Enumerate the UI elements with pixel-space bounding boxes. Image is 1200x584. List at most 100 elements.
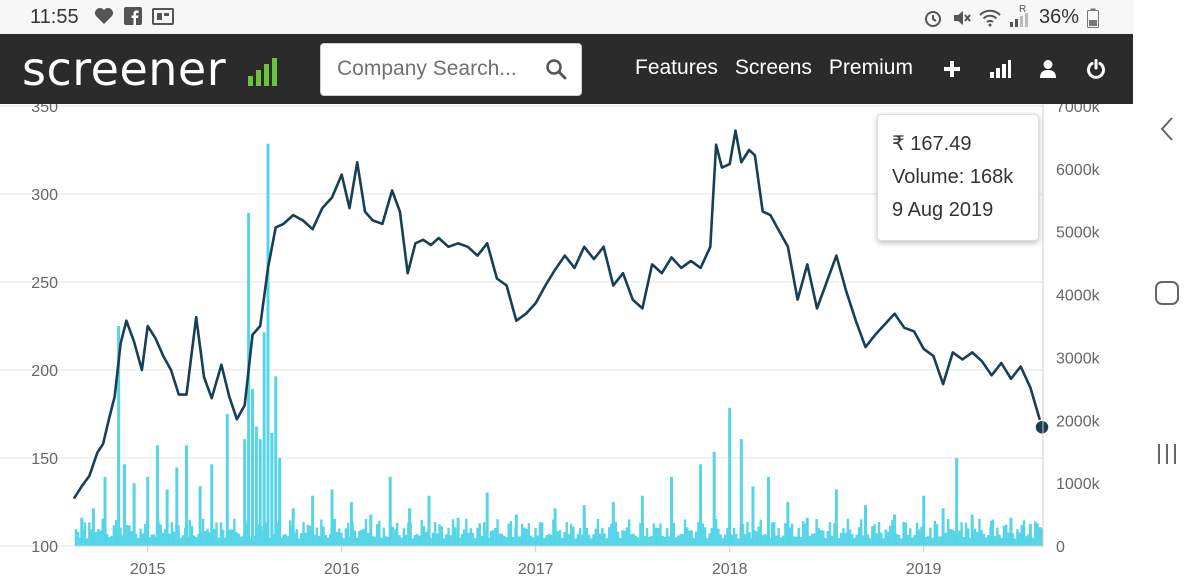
volume-bar-minor [636,537,640,546]
volume-bar-minor [534,528,537,546]
y-right-tick-label: 1000k [1056,476,1101,493]
volume-bar-minor [788,527,792,546]
volume-bar [514,514,518,546]
volume-bar-minor [179,537,182,546]
volume-bar-minor [960,522,963,546]
volume-bar-minor [442,538,446,546]
volume-bar-minor [308,525,312,546]
volume-bar-minor [661,536,664,546]
volume-bar-minor [480,535,484,546]
search-icon[interactable] [545,58,567,80]
volume-bar-minor [284,534,287,546]
tooltip-volume: Volume: 168k [892,166,1014,188]
volume-bar-minor [900,538,903,546]
logo-text[interactable]: screener [22,42,227,96]
volume-bar-minor [984,537,988,546]
volume-bar-minor [215,522,218,546]
volume-bar-minor [607,527,611,546]
tooltip-date: 9 Aug 2019 [892,199,994,221]
bar-chart-icon[interactable] [988,57,1012,81]
volume-bar-minor [772,522,776,546]
nav-screens-link[interactable]: Screens [734,56,812,79]
search-box[interactable] [320,43,582,96]
volume-bar-minor [656,528,660,546]
home-icon[interactable] [1133,280,1200,306]
volume-bar-minor [97,529,100,546]
volume-bar-minor [523,527,526,546]
volume-bar-minor [561,538,564,546]
volume-bar-minor [190,525,194,546]
power-icon[interactable] [1084,57,1108,81]
volume-bar-minor [375,524,379,546]
volume-bar-minor [576,533,580,546]
volume-bar-minor [525,528,528,546]
volume-bar-minor [163,528,167,546]
back-icon[interactable] [1133,116,1200,142]
volume-bar-minor [668,536,671,546]
volume-bar-minor [842,528,845,546]
volume-bar-minor [333,518,336,546]
volume-bar-minor [819,530,823,546]
volume-bar-minor [973,528,977,546]
x-tick-label: 2015 [130,561,166,578]
volume-bar [786,502,790,546]
volume-bar-minor [929,527,932,546]
plus-icon[interactable] [940,57,964,81]
volume-bar-minor [340,532,343,546]
volume-bar-minor [853,537,856,546]
y-right-tick-label: 6000k [1056,162,1101,179]
volume-bar-minor [395,522,399,546]
volume-bar-minor [402,528,406,546]
volume-bar-minor [884,529,887,546]
user-icon[interactable] [1036,57,1060,81]
y-right-tick-label: 3000k [1056,350,1101,367]
search-input[interactable] [335,56,539,82]
volume-bar-minor [474,538,477,546]
volume-bar-minor [1022,520,1026,546]
volume-bar-minor [1011,533,1015,546]
volume-bar [408,508,412,546]
price-volume-chart[interactable]: 100 150 200 250 300 350 0 1000k 2000k 3000k 4000k… [0,104,1133,584]
volume-bar-minor [572,526,575,546]
status-time: 11:55 [30,6,79,28]
volume-bar-minor [139,528,142,546]
battery-icon [1087,8,1099,28]
nav-features-link[interactable]: Features [635,56,718,79]
volume-bar [175,467,179,546]
volume-bar-minor [304,532,307,546]
volume-bar-minor [520,523,524,546]
nav-premium-link[interactable]: Premium [828,56,913,79]
status-right: R 36% [923,4,1099,29]
volume-bar-minor [476,527,479,546]
volume-bar-minor [329,533,332,546]
volume-bar-minor [848,529,852,546]
volume-bar-minor [996,527,999,546]
volume-bar-minor [826,530,829,546]
volume-bar-minor [128,525,131,546]
volume-bar-minor [596,518,600,546]
volume-bar-minor [391,526,394,546]
volume-bar-minor [511,536,515,546]
volume-bar-minor [777,528,780,546]
volume-bar-minor [737,538,740,546]
volume-bar-minor [909,528,912,546]
volume-bar-minor [114,519,118,546]
volume-bar-minor [648,536,651,546]
volume-bar-minor [643,536,647,546]
volume-bar-minor [692,538,696,546]
recents-icon[interactable] [1133,442,1200,466]
logo-bars-icon [248,58,277,86]
volume-bar-minor [413,534,417,546]
volume-bar-minor [757,526,760,546]
volume-bar [250,388,254,546]
volume-bar-minor [1018,532,1021,546]
volume-bar-minor [779,537,783,546]
volume-bar-minor [498,533,502,546]
volume-bar-minor [76,531,80,546]
signal-indicator: R [1009,4,1031,28]
volume-bar-minor [268,537,272,546]
volume-bar-minor [978,518,981,546]
volume-bar-minor [371,536,374,546]
volume-bar-minor [478,523,481,546]
volume-bar-minor [237,533,240,546]
